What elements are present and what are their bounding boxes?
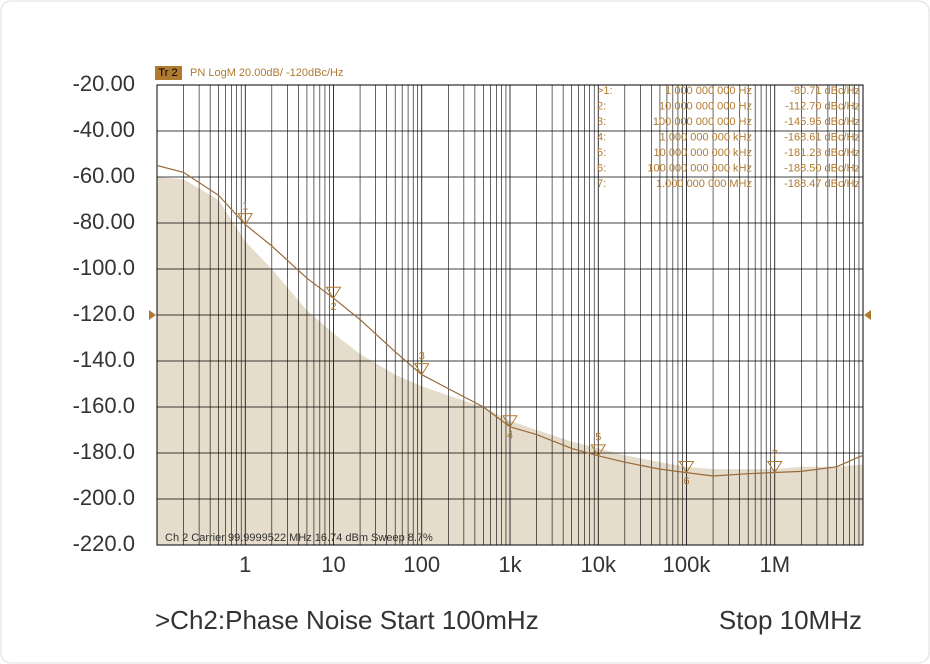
y-tick-label: -120.0	[73, 301, 135, 326]
marker-table-value: -112.70 dBc/Hz	[785, 100, 860, 112]
y-tick-label: -40.00	[73, 117, 135, 142]
x-tick-label: 1k	[498, 552, 522, 577]
y-tick-label: -60.00	[73, 163, 135, 188]
marker-table-label: 4:	[597, 131, 606, 143]
footer-left: >Ch2:Phase Noise Start 100mHz	[155, 605, 539, 635]
ref-marker	[864, 310, 871, 320]
marker-label: 7	[772, 448, 778, 460]
chart-title: PN LogM 20.00dB/ -120dBc/Hz	[190, 67, 343, 79]
x-tick-label: 1M	[759, 552, 790, 577]
marker-table-freq: 10.000 000 000 Hz	[659, 100, 752, 112]
marker-label: 1	[242, 201, 248, 213]
marker-table-label: 7:	[597, 178, 606, 190]
y-tick-label: -80.00	[73, 209, 135, 234]
y-tick-label: -20.00	[73, 71, 135, 96]
trace-badge	[155, 66, 182, 80]
marker-table-freq: 1.000 000 000 Hz	[665, 85, 752, 97]
status: Ch 2 Carrier 99.9999522 MHz 16.74 dBm Sw…	[165, 532, 433, 544]
marker-table-freq: 100.000 000 000 Hz	[653, 116, 752, 128]
y-tick-label: -140.0	[73, 347, 135, 372]
y-tick-label: -100.0	[73, 255, 135, 280]
marker-label: 3	[419, 351, 425, 363]
marker-table-label: 6:	[597, 162, 606, 174]
marker	[237, 213, 254, 226]
marker-table-freq: 100.000 000 000 kHz	[647, 162, 752, 174]
x-tick-label: 10k	[581, 552, 617, 577]
marker-label: 4	[507, 430, 513, 442]
marker	[413, 363, 430, 376]
footer-right: Stop 10MHz	[719, 605, 862, 635]
x-tick-label: 100k	[663, 552, 712, 577]
marker	[325, 286, 342, 300]
x-tick-label: 100	[403, 552, 440, 577]
marker-table-label: 5:	[597, 147, 606, 159]
marker-table-label: >1:	[597, 85, 613, 97]
trace-label: Tr 2	[158, 67, 177, 79]
marker-table-freq: 10.000 000 000 kHz	[654, 147, 752, 159]
marker-label: 2	[330, 301, 336, 313]
y-tick-label: -200.0	[73, 485, 135, 510]
x-tick-label: 10	[321, 552, 345, 577]
marker-table-value: -188.47 dBc/Hz	[784, 178, 860, 190]
marker-label: 5	[595, 432, 601, 444]
marker-label: 6	[683, 475, 689, 487]
marker-table-label: 2:	[597, 100, 606, 112]
marker-table-freq: 1.000 000 000 MHz	[656, 178, 752, 190]
y-tick-label: -180.0	[73, 439, 135, 464]
marker-table-label: 3:	[597, 116, 606, 128]
marker-table-value: -168.61 dBc/Hz	[784, 131, 860, 143]
marker	[678, 461, 695, 474]
marker-table-value: -181.23 dBc/Hz	[784, 147, 860, 159]
marker-table-value: -80.71 dBc/Hz	[790, 85, 860, 97]
y-tick-label: -220.0	[73, 531, 135, 556]
x-tick-label: 1	[239, 552, 251, 577]
marker	[766, 460, 783, 474]
marker-table-freq: 1.000 000 000 kHz	[660, 131, 752, 143]
marker	[590, 444, 607, 457]
marker	[502, 415, 518, 428]
marker-table-value: -145.95 dBc/Hz	[784, 116, 860, 128]
marker-table-value: -188.50 dBc/Hz	[784, 162, 860, 174]
plot-border	[156, 84, 864, 546]
y-tick-label: -160.0	[73, 393, 135, 418]
ref-marker	[149, 310, 156, 320]
